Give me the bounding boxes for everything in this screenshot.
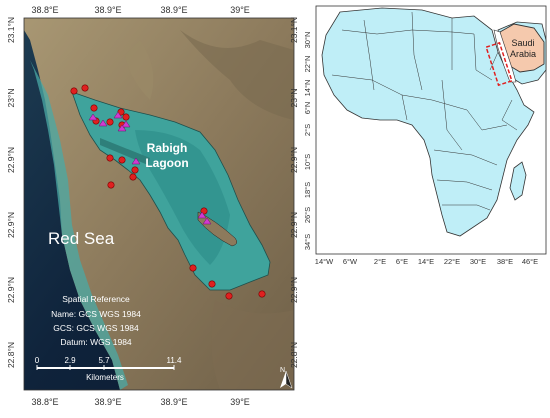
spatial-ref-name: Name: GCS WGS 1984	[51, 309, 141, 319]
africa-landmass	[321, 7, 535, 237]
country-label-line2: Arabia	[510, 49, 536, 59]
lat-label: 6°N	[303, 102, 312, 115]
scale-tick-label: 11.4	[167, 356, 183, 365]
red-marker	[189, 264, 197, 272]
lat-label: 14°N	[303, 80, 312, 97]
red-marker	[90, 104, 98, 112]
lat-label: 34°S	[303, 234, 312, 250]
magenta-marker	[202, 217, 212, 225]
magenta-marker	[98, 119, 108, 127]
north-arrow-label: N	[280, 367, 285, 374]
lat-label: 30°N	[303, 32, 312, 49]
lat-label: 26°S	[303, 207, 312, 223]
lat-label: 23.1°N	[6, 17, 16, 43]
magenta-sampling-markers	[88, 111, 212, 225]
locator-latitude-labels: 30°N 22°N 14°N 6°N 2°S 10°S 18°S 26°S 34…	[303, 32, 312, 251]
magenta-marker	[113, 111, 123, 119]
lat-label: 22.9°N	[6, 212, 16, 238]
sea-label: Red Sea	[48, 229, 115, 248]
red-marker	[107, 181, 115, 189]
scale-bar-line	[37, 367, 174, 369]
red-marker	[131, 166, 139, 174]
lagoon-label-line1: Rabigh	[147, 141, 188, 155]
red-marker	[129, 173, 137, 181]
lon-label: 39°E	[230, 5, 250, 15]
lon-label: 38°E	[497, 257, 513, 266]
lon-label: 38.8°E	[31, 397, 58, 407]
top-longitude-labels: 38.8°E 38.9°E 38.9°E 39°E	[31, 5, 249, 15]
lat-label: 22°N	[303, 56, 312, 73]
magenta-marker	[131, 157, 141, 165]
lon-label: 14°W	[315, 257, 334, 266]
bottom-longitude-labels: 38.8°E 38.9°E 38.9°E 39°E	[31, 397, 249, 407]
red-marker	[70, 87, 78, 95]
lat-label: 22.9°N	[289, 277, 299, 303]
red-marker	[208, 280, 216, 288]
scale-tick-label: 2.9	[64, 356, 76, 365]
lon-label: 39°E	[230, 397, 250, 407]
red-marker	[122, 113, 130, 121]
red-marker	[106, 118, 114, 126]
red-marker	[118, 156, 126, 164]
magenta-marker	[121, 120, 131, 128]
scale-unit: Kilometers	[86, 373, 124, 382]
lat-label: 22.9°N	[289, 212, 299, 238]
lon-label: 38.9°E	[94, 5, 121, 15]
lon-label: 38.9°E	[160, 5, 187, 15]
lon-label: 2°E	[374, 257, 386, 266]
lon-label: 38.9°E	[94, 397, 121, 407]
lat-label: 22.8°N	[289, 342, 299, 368]
locator-longitude-labels: 14°W 6°W 2°E 6°E 14°E 22°E 30°E 38°E 46°…	[315, 257, 538, 266]
lat-label: 23.1°N	[289, 17, 299, 43]
red-marker	[258, 290, 266, 298]
lat-label: 18°S	[303, 182, 312, 198]
left-latitude-labels: 23.1°N 23°N 22.9°N 22.9°N 22.9°N 22.8°N	[6, 17, 16, 368]
study-area-map-canvas: Red Sea Rabigh Lagoon Spatial Reference …	[6, 5, 299, 407]
red-marker	[225, 292, 233, 300]
lat-label: 22.9°N	[6, 277, 16, 303]
spatial-ref-datum: Datum: WGS 1984	[60, 337, 132, 347]
lat-label: 10°S	[303, 154, 312, 170]
spatial-ref-title: Spatial Reference	[62, 294, 130, 304]
lon-label: 6°W	[343, 257, 358, 266]
magenta-marker	[117, 124, 127, 132]
lat-label: 2°S	[303, 124, 312, 136]
country-borders	[331, 11, 518, 211]
lat-label: 23°N	[6, 89, 16, 108]
lon-label: 38.8°E	[31, 5, 58, 15]
lon-label: 30°E	[470, 257, 486, 266]
spatial-ref-gcs: GCS: GCS WGS 1984	[53, 323, 139, 333]
spatial-reference: Spatial Reference Name: GCS WGS 1984 GCS…	[51, 294, 141, 347]
lon-label: 46°E	[522, 257, 538, 266]
country-label-line1: Saudi	[511, 38, 534, 48]
right-latitude-labels: 23.1°N 23°N 22.9°N 22.9°N 22.9°N 22.8°N	[289, 17, 299, 368]
lon-label: 14°E	[418, 257, 434, 266]
lon-label: 6°E	[396, 257, 408, 266]
lat-label: 22.8°N	[6, 342, 16, 368]
lat-label: 23°N	[289, 89, 299, 108]
scale-tick-label: 0	[35, 356, 40, 365]
red-sampling-markers	[70, 84, 266, 300]
study-area-map: Red Sea Rabigh Lagoon Spatial Reference …	[6, 5, 299, 407]
scale-bar: 0 2.9 5.7 11.4 Kilometers	[35, 356, 182, 382]
locator-map: Saudi Arabia 30°N 22°N 14°N	[302, 0, 550, 270]
north-arrow-icon: N	[280, 367, 293, 389]
scale-tick-label: 5.7	[98, 356, 110, 365]
madagascar	[509, 161, 527, 201]
lon-label: 38.9°E	[160, 397, 187, 407]
red-marker	[106, 154, 114, 162]
magenta-marker	[197, 211, 207, 219]
coastal-shallows	[30, 60, 128, 390]
lagoon-label-line2: Lagoon	[145, 156, 188, 170]
magenta-marker	[88, 113, 98, 121]
lat-label: 22.9°N	[289, 147, 299, 173]
locator-map-canvas: Saudi Arabia 30°N 22°N 14°N	[302, 0, 550, 270]
lon-label: 22°E	[444, 257, 460, 266]
red-marker	[81, 84, 89, 92]
lat-label: 22.9°N	[6, 147, 16, 173]
